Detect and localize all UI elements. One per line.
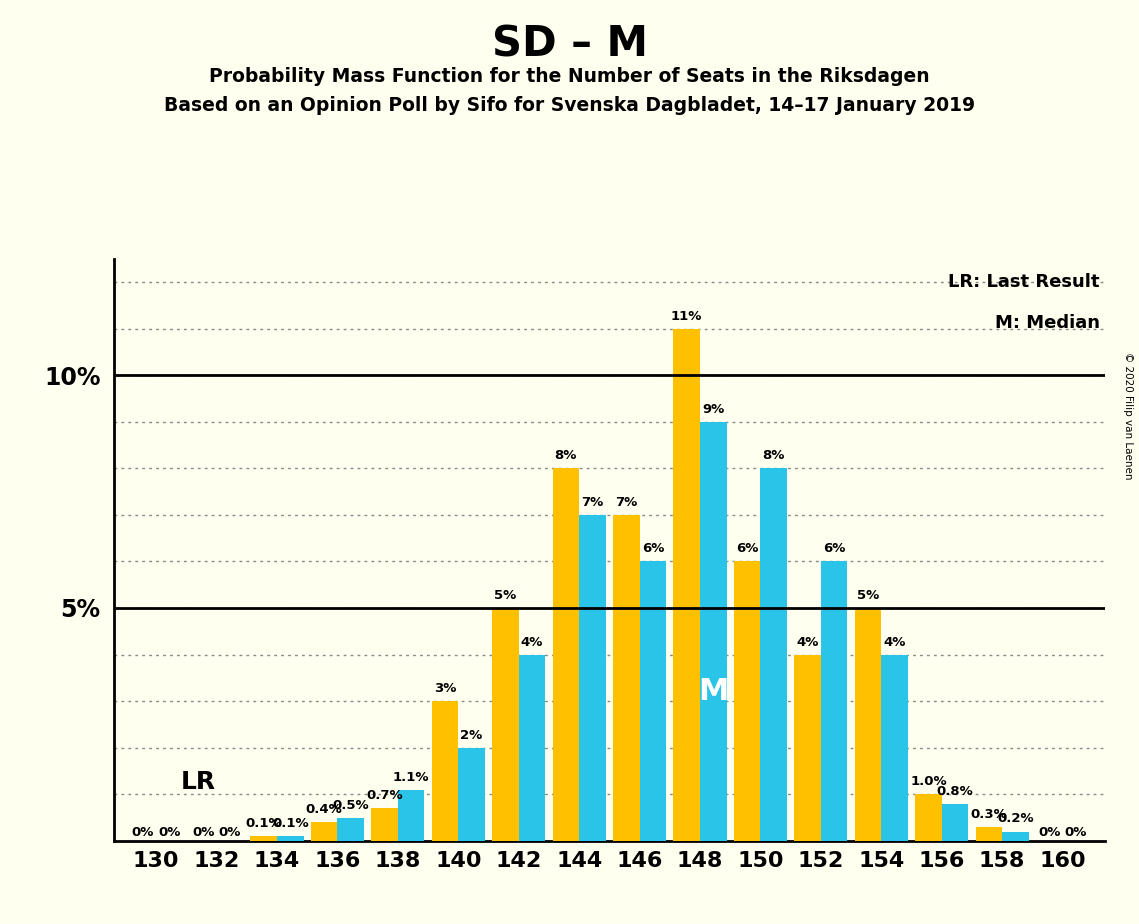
Text: LR: LR <box>181 771 216 795</box>
Bar <box>398 790 425 841</box>
Text: 0%: 0% <box>1038 826 1060 839</box>
Bar <box>734 562 761 841</box>
Text: 4%: 4% <box>796 636 819 649</box>
Text: SD – M: SD – M <box>492 23 647 65</box>
Bar <box>277 836 304 841</box>
Text: 0%: 0% <box>132 826 154 839</box>
Text: © 2020 Filip van Laenen: © 2020 Filip van Laenen <box>1123 352 1132 480</box>
Text: 0.3%: 0.3% <box>970 808 1007 821</box>
Bar <box>518 654 546 841</box>
Bar <box>552 468 579 841</box>
Bar <box>640 562 666 841</box>
Text: 0%: 0% <box>1065 826 1087 839</box>
Bar <box>975 827 1002 841</box>
Text: 6%: 6% <box>823 542 845 555</box>
Text: 1.1%: 1.1% <box>393 771 429 784</box>
Text: 0.5%: 0.5% <box>333 798 369 811</box>
Text: 6%: 6% <box>736 542 759 555</box>
Bar <box>458 748 485 841</box>
Text: 0.2%: 0.2% <box>997 812 1034 825</box>
Text: 0%: 0% <box>158 826 181 839</box>
Text: 7%: 7% <box>615 496 638 509</box>
Bar <box>882 654 908 841</box>
Text: M: Median: M: Median <box>994 314 1100 332</box>
Text: 7%: 7% <box>581 496 604 509</box>
Bar <box>761 468 787 841</box>
Text: 8%: 8% <box>555 449 577 462</box>
Text: 8%: 8% <box>762 449 785 462</box>
Text: 4%: 4% <box>884 636 906 649</box>
Bar <box>432 701 458 841</box>
Bar <box>821 562 847 841</box>
Text: M: M <box>698 677 729 706</box>
Bar <box>1002 832 1029 841</box>
Text: 5%: 5% <box>494 589 517 602</box>
Bar <box>371 808 398 841</box>
Text: 9%: 9% <box>702 403 724 416</box>
Bar <box>613 515 640 841</box>
Text: 4%: 4% <box>521 636 543 649</box>
Text: 0.1%: 0.1% <box>245 817 282 830</box>
Text: 11%: 11% <box>671 310 703 322</box>
Text: Based on an Opinion Poll by Sifo for Svenska Dagbladet, 14–17 January 2019: Based on an Opinion Poll by Sifo for Sve… <box>164 96 975 116</box>
Bar <box>942 804 968 841</box>
Text: 0.4%: 0.4% <box>305 803 343 816</box>
Text: 5%: 5% <box>857 589 879 602</box>
Bar <box>251 836 277 841</box>
Text: 0%: 0% <box>219 826 241 839</box>
Text: 2%: 2% <box>460 729 483 742</box>
Text: 1.0%: 1.0% <box>910 775 947 788</box>
Bar <box>794 654 821 841</box>
Text: Probability Mass Function for the Number of Seats in the Riksdagen: Probability Mass Function for the Number… <box>210 67 929 86</box>
Text: 0%: 0% <box>192 826 214 839</box>
Text: 3%: 3% <box>434 682 457 695</box>
Bar <box>492 608 518 841</box>
Bar <box>915 795 942 841</box>
Text: 0.1%: 0.1% <box>272 817 309 830</box>
Bar <box>673 329 700 841</box>
Bar <box>579 515 606 841</box>
Text: 6%: 6% <box>641 542 664 555</box>
Text: 0.8%: 0.8% <box>936 784 974 797</box>
Bar <box>311 822 337 841</box>
Bar <box>700 421 727 841</box>
Text: 0.7%: 0.7% <box>367 789 403 802</box>
Bar <box>854 608 882 841</box>
Bar <box>337 818 364 841</box>
Text: LR: Last Result: LR: Last Result <box>949 274 1100 291</box>
